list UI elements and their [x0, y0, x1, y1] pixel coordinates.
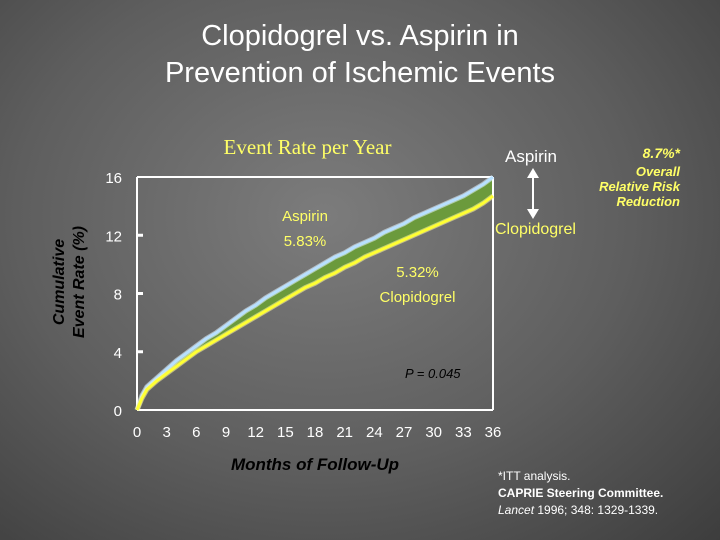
footnote-citation: Lancet 1996; 348: 1329-1339.	[498, 502, 663, 519]
risk-reduction-label-line-1: 8.7%*	[642, 145, 680, 161]
x-tick-label-33: 33	[455, 424, 472, 441]
x-tick-label-21: 21	[336, 424, 353, 441]
slide-title-line-2: Prevention of Ischemic Events	[164, 57, 556, 89]
footnote: *ITT analysis. CAPRIE Steering Committee…	[498, 468, 663, 519]
chart-title: Event Rate per Year	[223, 135, 392, 159]
aspirin-rate-label-line-2: 5.83%	[283, 233, 327, 250]
x-tick-label-15: 15	[277, 424, 294, 441]
footnote-committee: CAPRIE Steering Committee.	[498, 486, 664, 500]
risk-reduction-label: 8.7%* Overall Relative Risk Reduction	[580, 145, 680, 210]
clopidogrel-rate-label-line-1: 5.32%	[396, 264, 439, 281]
x-tick-label-30: 30	[425, 424, 442, 441]
clopidogrel-rate-label-line-2: Clopidogrel	[379, 289, 456, 306]
footnote-journal: Lancet	[498, 503, 535, 517]
y-tick-label-12: 12	[105, 228, 122, 245]
p-value-label-line-1: P = 0.045	[405, 366, 461, 381]
risk-reduction-label-line-2: Overall	[635, 164, 680, 179]
y-tick-label-8: 8	[114, 287, 122, 304]
y-tick-label-0: 0	[114, 403, 122, 420]
slide-title: Clopidogrel vs. Aspirin in Prevention of…	[0, 18, 720, 92]
slide-title-line-1: Clopidogrel vs. Aspirin in	[201, 20, 519, 52]
aspirin-line	[135, 175, 494, 411]
p-value-label: P = 0.045	[405, 366, 475, 382]
aspirin-rate-label: Aspirin 5.83%	[260, 204, 350, 254]
arrow-head-down	[527, 209, 539, 219]
risk-reduction-label-line-4: Reduction	[616, 194, 680, 209]
clopidogrel-rate-label: 5.32% Clopidogrel	[370, 260, 465, 310]
footnote-itt: *ITT analysis.	[498, 469, 571, 483]
arrow-head-up	[527, 168, 539, 178]
risk-reduction-label-line-3: Relative Risk	[599, 179, 680, 194]
fill-between-area	[137, 177, 493, 410]
x-tick-label-24: 24	[366, 424, 383, 441]
aspirin-end-label-line-1: Aspirin	[505, 147, 557, 166]
x-axis-label: Months of Follow-Up	[230, 455, 400, 474]
x-tick-label-0: 0	[133, 424, 141, 441]
x-tick-label-3: 3	[162, 424, 170, 441]
y-tick-label-16: 16	[105, 170, 122, 187]
clopidogrel-end-label: Clopidogrel	[495, 220, 590, 240]
x-tick-label-18: 18	[307, 424, 324, 441]
aspirin-rate-label-line-1: Aspirin	[282, 208, 328, 225]
clopidogrel-end-label-line-1: Clopidogrel	[495, 221, 576, 238]
aspirin-end-label: Aspirin	[505, 147, 575, 167]
clopidogrel-line	[135, 194, 494, 411]
x-tick-label-12: 12	[247, 424, 264, 441]
x-tick-label-6: 6	[192, 424, 200, 441]
y-tick-label-4: 4	[114, 345, 122, 362]
x-tick-label-9: 9	[222, 424, 230, 441]
footnote-reference: 1996; 348: 1329-1339.	[534, 503, 659, 517]
x-tick-label-36: 36	[485, 424, 502, 441]
x-tick-label-27: 27	[396, 424, 413, 441]
